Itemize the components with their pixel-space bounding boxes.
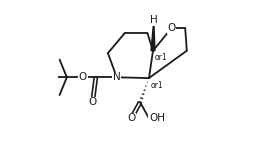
Text: OH: OH (149, 113, 165, 123)
Text: O: O (167, 23, 176, 33)
Text: O: O (127, 113, 135, 123)
Text: or1: or1 (155, 53, 167, 62)
Polygon shape (151, 20, 155, 51)
Text: N: N (113, 72, 121, 82)
Text: H: H (150, 15, 158, 25)
Text: O: O (79, 72, 87, 82)
Text: O: O (88, 97, 97, 107)
Text: or1: or1 (151, 80, 163, 90)
